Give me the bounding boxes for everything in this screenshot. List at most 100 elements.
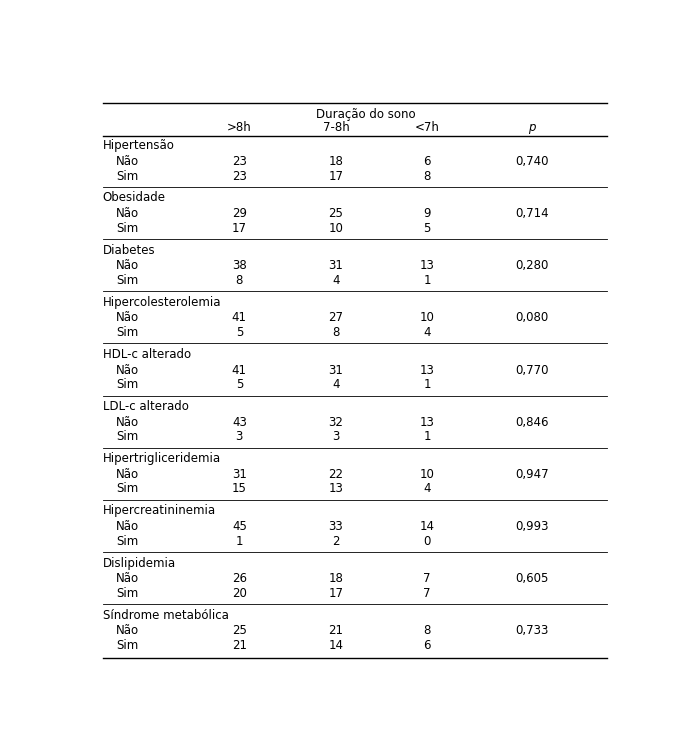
Text: 0,993: 0,993: [515, 520, 548, 533]
Text: Sim: Sim: [116, 326, 138, 339]
Text: 13: 13: [419, 363, 435, 376]
Text: Não: Não: [116, 259, 139, 273]
Text: 20: 20: [232, 587, 247, 600]
Text: 23: 23: [232, 170, 247, 182]
Text: 1: 1: [235, 535, 243, 547]
Text: Sim: Sim: [116, 639, 138, 652]
Text: Não: Não: [116, 520, 139, 533]
Text: 2: 2: [332, 535, 340, 547]
Text: <7h: <7h: [415, 121, 439, 134]
Text: 18: 18: [329, 155, 343, 168]
Text: 17: 17: [329, 587, 343, 600]
Text: 7-8h: 7-8h: [322, 121, 349, 134]
Text: 0,714: 0,714: [515, 207, 549, 220]
Text: Sim: Sim: [116, 535, 138, 547]
Text: Sim: Sim: [116, 430, 138, 443]
Text: Duração do sono: Duração do sono: [316, 108, 415, 121]
Text: 1: 1: [424, 274, 431, 287]
Text: Hipercreatininemia: Hipercreatininemia: [102, 505, 216, 517]
Text: Sim: Sim: [116, 482, 138, 496]
Text: Hipertrigliceridemia: Hipertrigliceridemia: [102, 452, 221, 465]
Text: 0,080: 0,080: [515, 312, 548, 324]
Text: 17: 17: [232, 222, 247, 234]
Text: Diabetes: Diabetes: [102, 243, 155, 257]
Text: 13: 13: [419, 416, 435, 429]
Text: 0,740: 0,740: [515, 155, 548, 168]
Text: Não: Não: [116, 572, 139, 585]
Text: 4: 4: [332, 274, 340, 287]
Text: 21: 21: [329, 624, 343, 638]
Text: 10: 10: [329, 222, 343, 234]
Text: 0: 0: [424, 535, 430, 547]
Text: 5: 5: [424, 222, 430, 234]
Text: 14: 14: [329, 639, 343, 652]
Text: 7: 7: [424, 587, 431, 600]
Text: Síndrome metabólica: Síndrome metabólica: [102, 609, 228, 622]
Text: 23: 23: [232, 155, 247, 168]
Text: 31: 31: [329, 259, 343, 273]
Text: 14: 14: [419, 520, 435, 533]
Text: 0,846: 0,846: [515, 416, 548, 429]
Text: 32: 32: [329, 416, 343, 429]
Text: >8h: >8h: [227, 121, 252, 134]
Text: Hipertensão: Hipertensão: [102, 139, 174, 152]
Text: 25: 25: [329, 207, 343, 220]
Text: 0,280: 0,280: [515, 259, 548, 273]
Text: p: p: [528, 121, 536, 134]
Text: Sim: Sim: [116, 379, 138, 391]
Text: 8: 8: [424, 170, 430, 182]
Text: 27: 27: [329, 312, 343, 324]
Text: Não: Não: [116, 155, 139, 168]
Text: 7: 7: [424, 572, 431, 585]
Text: 3: 3: [236, 430, 243, 443]
Text: 1: 1: [424, 430, 431, 443]
Text: 18: 18: [329, 572, 343, 585]
Text: 41: 41: [232, 363, 247, 376]
Text: LDL-c alterado: LDL-c alterado: [102, 400, 188, 413]
Text: 41: 41: [232, 312, 247, 324]
Text: 0,605: 0,605: [515, 572, 548, 585]
Text: 15: 15: [232, 482, 247, 496]
Text: Sim: Sim: [116, 170, 138, 182]
Text: 0,733: 0,733: [515, 624, 548, 638]
Text: 17: 17: [329, 170, 343, 182]
Text: 13: 13: [329, 482, 343, 496]
Text: 1: 1: [424, 379, 431, 391]
Text: HDL-c alterado: HDL-c alterado: [102, 348, 191, 361]
Text: 13: 13: [419, 259, 435, 273]
Text: 10: 10: [419, 312, 435, 324]
Text: 21: 21: [232, 639, 247, 652]
Text: Hipercolesterolemia: Hipercolesterolemia: [102, 296, 221, 309]
Text: Não: Não: [116, 468, 139, 481]
Text: 0,947: 0,947: [515, 468, 549, 481]
Text: 45: 45: [232, 520, 247, 533]
Text: Sim: Sim: [116, 587, 138, 600]
Text: 8: 8: [236, 274, 243, 287]
Text: 31: 31: [232, 468, 247, 481]
Text: 4: 4: [332, 379, 340, 391]
Text: 5: 5: [236, 326, 243, 339]
Text: Não: Não: [116, 207, 139, 220]
Text: Sim: Sim: [116, 222, 138, 234]
Text: 3: 3: [332, 430, 340, 443]
Text: 6: 6: [424, 155, 431, 168]
Text: 22: 22: [329, 468, 343, 481]
Text: 29: 29: [232, 207, 247, 220]
Text: 25: 25: [232, 624, 247, 638]
Text: 8: 8: [332, 326, 340, 339]
Text: 4: 4: [424, 482, 431, 496]
Text: 6: 6: [424, 639, 431, 652]
Text: Não: Não: [116, 624, 139, 638]
Text: 9: 9: [424, 207, 431, 220]
Text: Dislipidemia: Dislipidemia: [102, 556, 176, 569]
Text: Não: Não: [116, 363, 139, 376]
Text: Sim: Sim: [116, 274, 138, 287]
Text: 43: 43: [232, 416, 247, 429]
Text: 10: 10: [419, 468, 435, 481]
Text: 33: 33: [329, 520, 343, 533]
Text: 38: 38: [232, 259, 247, 273]
Text: 5: 5: [236, 379, 243, 391]
Text: Não: Não: [116, 312, 139, 324]
Text: Obesidade: Obesidade: [102, 192, 165, 204]
Text: 31: 31: [329, 363, 343, 376]
